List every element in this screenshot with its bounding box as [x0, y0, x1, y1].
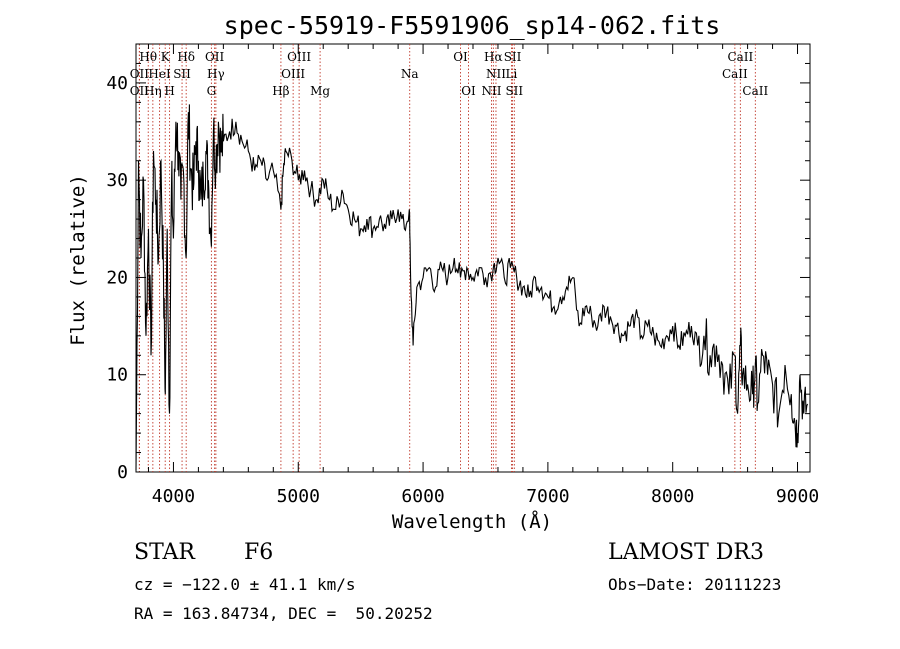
spectral-line-label: OI [453, 50, 468, 64]
redshift-text: cz = −122.0 ± 41.1 km/s [134, 575, 356, 594]
chart-title: spec-55919-F5591906_sp14-062.fits [224, 11, 721, 40]
spectral-line-label: Hγ [207, 67, 225, 81]
spectral-line-label: Na [401, 67, 419, 81]
spectral-line-label: CaII [742, 84, 768, 98]
coordinates: RA = 163.84734, DEC = 50.20252 [134, 604, 433, 623]
spectral-line-label: OII [130, 67, 150, 81]
spectral-line-label: K [161, 50, 171, 64]
spectral-line-label: OII [130, 84, 150, 98]
spectral-line-label: SII [173, 67, 191, 81]
spectral-line-label: OIII [287, 50, 311, 64]
object-class: STAR [134, 540, 195, 565]
spectral-line-label: HeI [148, 67, 171, 81]
spectral-line-label: Hβ [272, 84, 289, 98]
spectral-line-label: Hη [144, 84, 162, 98]
spectral-line-label: CaII [727, 50, 753, 64]
spectral-line-label: H [164, 84, 174, 98]
spectral-line-label: SII [504, 50, 522, 64]
y-tick-label: 40 [106, 73, 128, 94]
object-subclass: F6 [244, 540, 274, 565]
spectral-line-label: Li [506, 67, 518, 81]
spectral-line-label: Mg [310, 84, 330, 98]
y-tick-label: 30 [106, 170, 128, 191]
spectral-line-label: OII [205, 50, 225, 64]
x-tick-label: 8000 [651, 486, 694, 507]
spectral-line-label: NII [486, 67, 506, 81]
y-axis-label: Flux (relative) [67, 174, 89, 346]
spectrum-line [135, 104, 809, 471]
y-tick-label: 10 [106, 365, 128, 386]
spectrum-chart: spec-55919-F5591906_sp14-062.fits 4000 50… [67, 11, 819, 533]
y-tick-label: 20 [106, 267, 128, 288]
spectral-line-label: G [207, 84, 217, 98]
obs-date: Obs−Date: 20111223 [608, 575, 782, 594]
x-tick-label: 7000 [526, 486, 569, 507]
x-tick-label: 6000 [401, 486, 444, 507]
plot-frame [135, 43, 811, 473]
y-tick-label: 0 [117, 462, 128, 483]
x-axis-label: Wavelength (Å) [392, 510, 552, 533]
x-tick-label: 5000 [277, 486, 320, 507]
survey-name: LAMOST DR3 [608, 540, 764, 565]
spectral-line-label: OIII [281, 67, 305, 81]
spectral-line-label: Hθ [139, 50, 157, 64]
spectral-line-label: Hδ [177, 50, 195, 64]
spectral-line-label: OI [461, 84, 476, 98]
x-tick-label: 4000 [152, 486, 195, 507]
spectral-line-label: CaII [722, 67, 748, 81]
spectral-line-label: NII [481, 84, 501, 98]
x-tick-label: 9000 [776, 486, 819, 507]
spectral-line-label: SII [505, 84, 523, 98]
spectral-line-label: Hα [484, 50, 503, 64]
